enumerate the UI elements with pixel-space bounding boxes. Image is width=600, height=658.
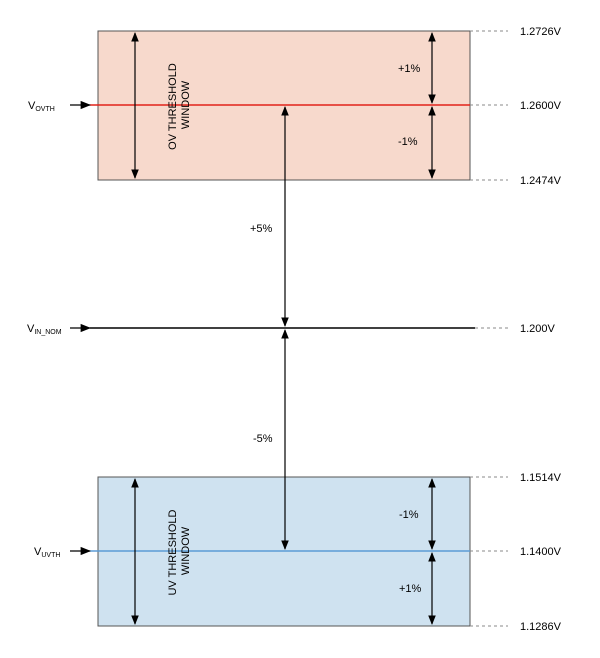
level-ov-top: 1.2726V <box>520 26 562 38</box>
uv-minus1-label: -1% <box>399 509 419 521</box>
uv-plus1-label: +1% <box>399 583 422 595</box>
level-uv-mid: 1.1400V <box>520 546 562 558</box>
level-nom: 1.200V <box>520 323 556 335</box>
ov-window-title: OV THRESHOLD WINDOW <box>167 60 192 150</box>
plus5-label: +5% <box>250 223 273 235</box>
minus5-label: -5% <box>253 433 273 445</box>
level-ov-mid: 1.2600V <box>520 100 562 112</box>
nom-signal-label: VIN_NOM <box>27 323 62 336</box>
ov-minus1-label: -1% <box>398 136 418 148</box>
uv-window-title: UV THRESHOLD WINDOW <box>167 506 192 595</box>
ov-plus1-label: +1% <box>398 63 421 75</box>
level-leaders <box>470 30 508 627</box>
level-uv-bot: 1.1286V <box>520 621 562 633</box>
level-uv-top: 1.1514V <box>520 472 562 484</box>
ovth-signal-label: VOVTH <box>28 100 55 113</box>
uvth-signal-label: VUVTH <box>34 546 60 559</box>
level-ov-bot: 1.2474V <box>520 175 562 187</box>
